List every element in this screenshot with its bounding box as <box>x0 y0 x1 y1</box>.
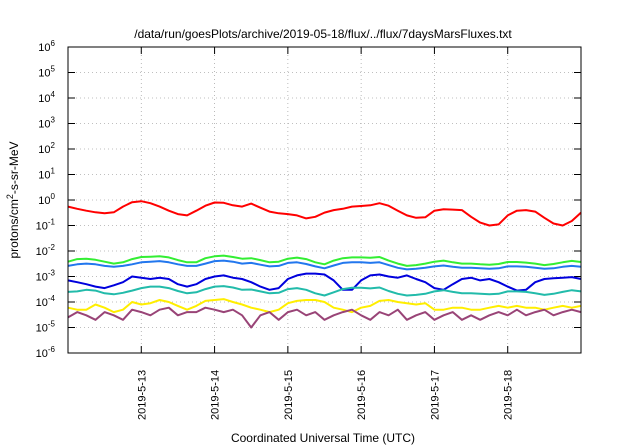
y-tick-label: 100 <box>38 192 55 207</box>
x-tick-labels: 2019-5-13 2019-5-14 2019-5-15 2019-5-16 2019… <box>136 370 514 420</box>
x-tick-label: 2019-5-14 <box>210 370 222 420</box>
y-tick-label: 103 <box>38 116 55 131</box>
series-line-7 <box>67 306 582 329</box>
y-tick-label: 10-6 <box>36 345 56 360</box>
x-tick-label: 2019-5-18 <box>503 370 515 420</box>
series-line-2 <box>67 254 582 267</box>
y-tick-label: 10-4 <box>36 294 56 309</box>
y-tick-label: 101 <box>38 167 55 182</box>
y-tick-labels: 10-6 10-5 10-4 10-3 10-2 10-1 100 101 102 103 104 1… <box>36 39 56 360</box>
y-tick-label: 105 <box>38 65 55 80</box>
series-line-1 <box>67 200 582 227</box>
y-tick-label: 10-1 <box>36 218 56 233</box>
x-axis-label: Coordinated Universal Time (UTC) <box>231 431 415 445</box>
series-layer <box>67 200 582 329</box>
series-line-4 <box>67 272 582 292</box>
axis-ticks <box>68 46 581 354</box>
chart-title: /data/run/goesPlots/archive/2019-05-18/f… <box>134 27 512 41</box>
y-tick-label: 10-5 <box>36 320 56 335</box>
series-line-6 <box>67 298 582 314</box>
x-tick-label: 2019-5-17 <box>429 370 441 420</box>
y-axis-label: protons/cm2-s-sr-MeV <box>5 141 21 258</box>
x-tick-label: 2019-5-15 <box>283 370 295 420</box>
x-tick-label: 2019-5-16 <box>356 370 368 420</box>
series-line-3 <box>67 259 582 271</box>
y-tick-label: 106 <box>38 39 55 54</box>
plot-frame <box>67 46 582 354</box>
y-tick-label: 10-2 <box>36 243 56 258</box>
y-tick-label: 104 <box>38 90 55 105</box>
y-tick-label: 102 <box>38 141 55 156</box>
series-line-5 <box>67 285 582 297</box>
x-tick-label: 2019-5-13 <box>136 370 148 420</box>
y-tick-label: 10-3 <box>36 269 56 284</box>
grid <box>68 47 581 353</box>
